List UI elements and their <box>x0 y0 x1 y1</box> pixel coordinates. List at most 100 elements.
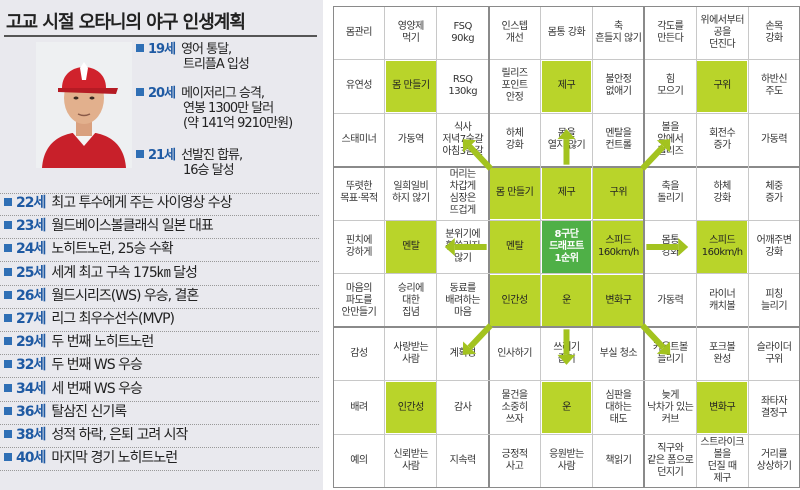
timeline-divider <box>0 215 319 216</box>
timeline-age: 27세 <box>16 311 46 327</box>
mandala-cell: 승리에 대한 집념 <box>385 274 436 327</box>
timeline-divider <box>0 193 319 194</box>
timeline-text: (약 141억 9210만원) <box>183 116 293 131</box>
arrow-icon <box>640 323 666 350</box>
mandala-cell: 영양제 먹기 <box>385 7 436 59</box>
mandala-cell: 스피드 160km/h <box>593 221 644 273</box>
grid-line <box>591 6 593 488</box>
cell-text: 하체 강화 <box>505 127 524 151</box>
cell-text: 볼을 앞에서 릴리즈 <box>657 121 684 157</box>
timeline-divider <box>0 284 319 286</box>
grid-line <box>333 273 800 275</box>
timeline-text: 마지막 경기 노히트노런 <box>51 450 178 467</box>
timeline-text: 세 번째 WS 우승 <box>51 380 142 397</box>
grid-line <box>487 6 490 488</box>
mandala-cell: 배려 <box>334 381 384 434</box>
timeline-age: 24세 <box>16 241 46 258</box>
mandala-cell: 긍정적 사고 <box>489 435 540 487</box>
mandala-cell: 체중 증가 <box>749 167 799 220</box>
timeline-text: 두 번째 WS 우승 <box>51 357 142 374</box>
arrows-layer <box>444 129 689 365</box>
cell-text: 힘 모으기 <box>657 74 684 98</box>
timeline-text: 두 번째 노히트노런 <box>51 334 154 351</box>
timeline-age: 29세 <box>16 334 46 351</box>
cell-text: 구위 <box>609 187 628 199</box>
cell-text: 축을 돌리기 <box>657 181 684 205</box>
mandala-cell: 인간성 <box>385 381 436 434</box>
mandala-cell: 감사 <box>437 381 488 434</box>
cell-text: 인스텝 개선 <box>501 20 529 44</box>
cell-text: RSQ 130kg <box>448 74 478 98</box>
cell-text: 8구단 드래프트 1순위 <box>549 228 584 264</box>
mandala-cell: 멘탈 <box>385 221 436 273</box>
mandala-cell: 몸관리 <box>334 7 384 59</box>
mandala-cell: 피칭 늘리기 <box>749 274 799 327</box>
bullet-icon <box>4 290 12 299</box>
arrow-head-icon <box>557 354 576 365</box>
bullet-icon <box>4 221 12 230</box>
timeline-panel: 고교 시절 오타니의 야구 인생계획 19세 영어 통달, 트리플A 입성 20세 메이… <box>0 0 323 490</box>
grid-line <box>747 6 749 488</box>
cell-text: 운 <box>562 294 571 306</box>
arrow-head-icon <box>444 238 455 256</box>
grid-line <box>643 6 646 488</box>
bullet-icon <box>136 88 144 96</box>
mandala-cell: FSQ 90kg <box>437 7 488 59</box>
mandala-cell: 구위 <box>593 167 644 220</box>
cell-text: 스피드 160km/h <box>597 234 639 258</box>
mandala-cell: 몸 만들기 <box>489 167 540 220</box>
cell-text: 몸 만들기 <box>495 187 534 199</box>
bullet-icon <box>4 314 12 322</box>
cell-text: 긍정적 사고 <box>501 449 529 473</box>
cell-text: 인간성 <box>501 294 529 306</box>
timeline-item: 38세 성적 하락, 은퇴 고려 시작 <box>4 426 188 444</box>
mandala-cell: 하체 강화 <box>489 114 540 166</box>
mandala-cell: 늦게 낙차가 있는 커브 <box>645 381 696 434</box>
cell-text: 사랑받는 사람 <box>393 342 429 366</box>
arrow-head-icon <box>656 341 671 355</box>
bullet-icon <box>4 383 12 392</box>
timeline-item: 32세 두 번째 WS 우승 <box>4 356 143 374</box>
cell-text: 머리는 차갑게 심장은 뜨겁게 <box>449 169 477 217</box>
bullet-icon <box>4 198 12 206</box>
cell-text: 변화구 <box>605 294 632 306</box>
timeline-divider <box>0 377 319 379</box>
grid-line <box>436 6 438 488</box>
mandala-cell: 감성 <box>334 328 384 380</box>
player-photo <box>36 42 132 168</box>
mandala-cell: 하체 강화 <box>697 167 748 220</box>
mandala-cell: 회전수 증가 <box>697 114 748 166</box>
bullet-icon <box>4 337 12 346</box>
mandala-cell: 인사하기 <box>489 328 540 380</box>
timeline-item: 21세 선발진 합류, 16승 달성 <box>136 148 243 178</box>
cell-text: 감사 <box>454 401 472 413</box>
mandala-cell: 책읽기 <box>593 435 644 487</box>
arrow-head-icon <box>462 139 477 153</box>
mandala-cell: 불안정 없애기 <box>593 60 644 113</box>
cell-text: 가동역 <box>397 133 425 145</box>
timeline-text: 탈삼진 신기록 <box>51 403 127 420</box>
cell-text: 물건을 소중히 쓰자 <box>501 389 529 425</box>
mandala-cell: 유연성 <box>334 60 384 113</box>
grid-line <box>333 59 800 61</box>
bullet-icon <box>136 44 144 52</box>
mandala-cell: 위에서부터 공을 던진다 <box>697 7 748 59</box>
bullet-icon <box>4 430 12 438</box>
mandala-cell: 물건을 소중히 쓰자 <box>489 381 540 434</box>
cell-text: 몸통 강화 <box>547 26 586 38</box>
mandala-cell: 좌타자 결정구 <box>749 381 799 434</box>
mandala-cell: 가동력 <box>749 114 799 166</box>
timeline-text: 메이저리그 승격, <box>181 86 265 101</box>
arrow-head-icon <box>462 341 477 355</box>
mandala-cell: 핀치에 강하게 <box>334 221 384 273</box>
cell-text: 유연성 <box>345 80 373 92</box>
timeline-divider <box>0 354 319 356</box>
mandala-cell: 인간성 <box>489 274 540 327</box>
timeline-age: 32세 <box>16 357 46 374</box>
mandala-cell: 어깨주변 강화 <box>749 221 799 273</box>
bullet-icon <box>4 406 12 415</box>
grid-line <box>333 165 800 168</box>
mandala-cell: 변화구 <box>697 381 748 434</box>
grid-line <box>333 433 800 435</box>
mandala-cell: 머리는 차갑게 심장은 뜨겁게 <box>437 167 488 220</box>
